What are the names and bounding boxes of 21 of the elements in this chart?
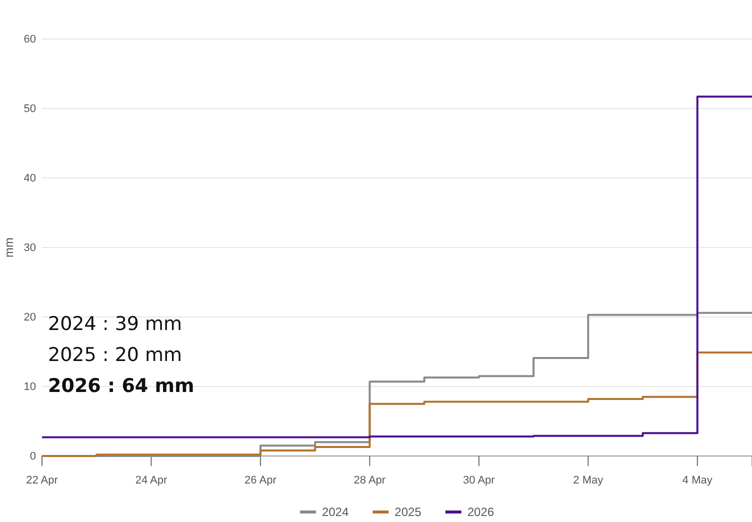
- x-tick-label: 2 May: [573, 474, 604, 486]
- legend-label: 2025: [394, 505, 422, 519]
- y-tick-label: 50: [24, 103, 36, 116]
- x-tick-label: 30 Apr: [463, 474, 496, 486]
- x-tick-label: 24 Apr: [135, 474, 168, 486]
- legend-label: 2024: [322, 505, 349, 519]
- annotation: 2026 : 64 mm: [48, 375, 194, 397]
- x-tick-label: 4 May: [682, 474, 713, 486]
- x-tick-label: 28 Apr: [354, 474, 386, 486]
- y-tick-label: 30: [24, 242, 36, 254]
- y-tick-label: 10: [24, 381, 36, 394]
- x-tick-label: 22 Apr: [26, 474, 58, 486]
- y-tick-label: 0: [30, 450, 36, 463]
- y-tick-label: 20: [24, 312, 36, 324]
- annotation: 2024 : 39 mm: [48, 313, 182, 335]
- y-tick-label: 60: [24, 34, 36, 46]
- legend-label: 2026: [467, 505, 494, 519]
- y-tick-label: 40: [24, 172, 36, 185]
- x-tick-label: 26 Apr: [244, 474, 277, 486]
- annotation: 2025 : 20 mm: [48, 344, 182, 366]
- y-axis-title: mm: [2, 238, 16, 258]
